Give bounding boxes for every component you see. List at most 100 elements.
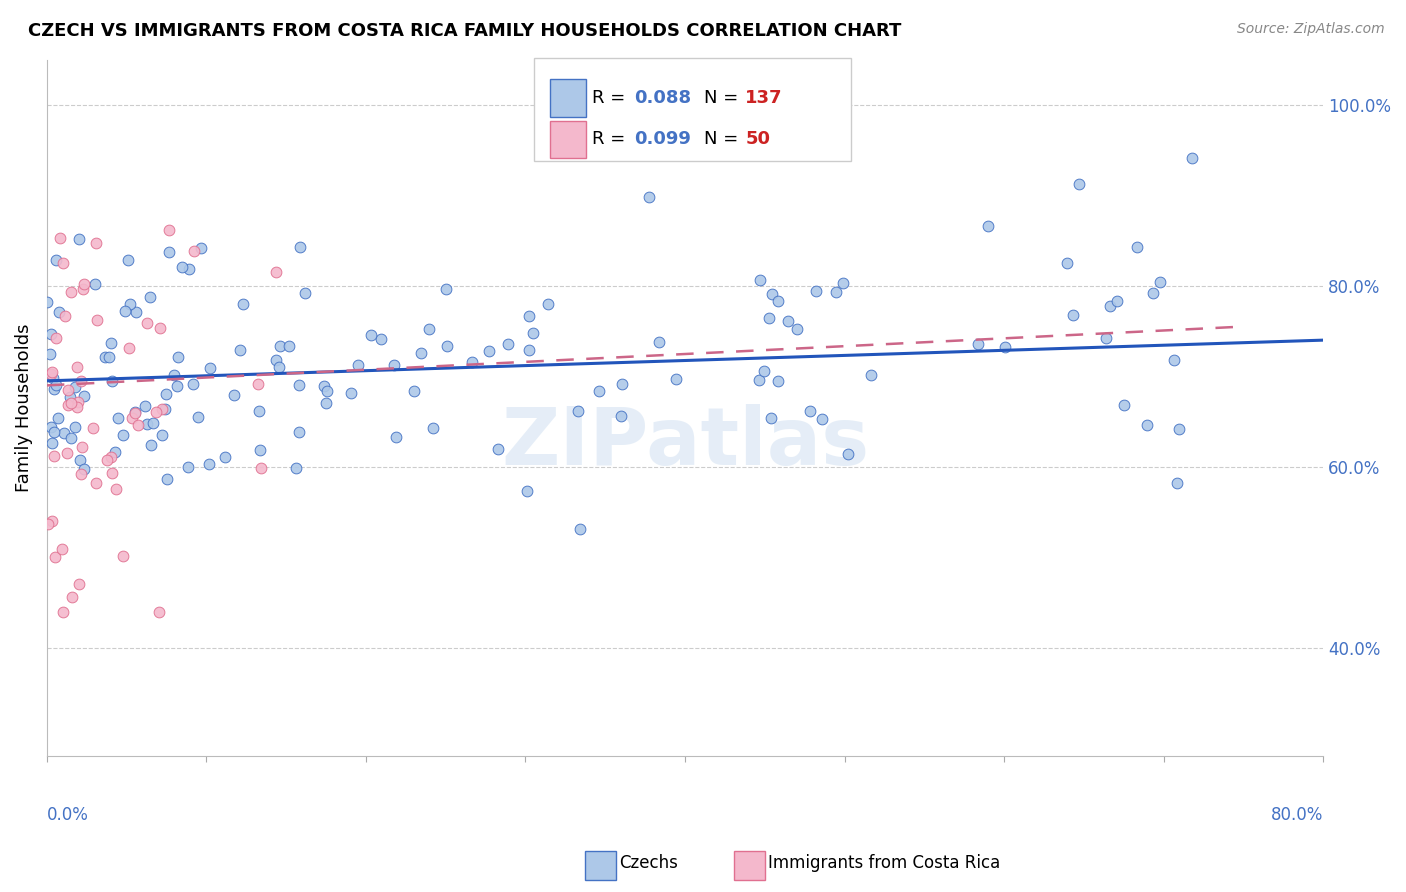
Point [39, 419, 62, 434]
Point [114, 304, 136, 318]
Point [187, 410, 209, 425]
Point [41, 514, 63, 528]
Point [288, 239, 311, 253]
Point [60, 285, 83, 300]
Point [264, 352, 287, 367]
Point [1062, 308, 1084, 322]
Point [145, 405, 167, 419]
Point [1098, 299, 1121, 313]
Point [45, 253, 67, 268]
Point [249, 442, 271, 457]
Point [69, 452, 91, 467]
Point [229, 343, 252, 358]
Point [105, 483, 128, 497]
Point [418, 322, 440, 336]
Point [150, 401, 173, 416]
Point [149, 321, 172, 335]
Point [172, 260, 194, 274]
Point [315, 395, 337, 409]
Point [409, 345, 432, 359]
Point [224, 388, 246, 402]
Point [434, 282, 457, 296]
Text: Immigrants from Costa Rica: Immigrants from Costa Rica [768, 855, 1000, 872]
Point [799, 403, 821, 417]
Point [70, 441, 93, 455]
Point [155, 387, 177, 401]
Point [157, 244, 180, 259]
Point [759, 410, 782, 425]
Point [157, 223, 180, 237]
Point [44, 550, 66, 565]
Point [567, 404, 589, 418]
Point [347, 358, 370, 372]
Point [754, 364, 776, 378]
Point [73, 461, 96, 475]
Point [748, 272, 770, 286]
Point [66, 401, 89, 415]
Point [107, 411, 129, 425]
Point [831, 276, 853, 290]
Point [247, 404, 270, 418]
Point [42, 425, 65, 439]
Point [250, 461, 273, 475]
Point [1095, 331, 1118, 345]
Point [139, 290, 162, 304]
Point [104, 445, 127, 459]
Point [42, 371, 65, 385]
Point [478, 343, 501, 358]
Point [69, 374, 91, 388]
Point [73, 389, 96, 403]
Point [59, 390, 82, 404]
Point [37, 294, 59, 309]
Point [156, 471, 179, 485]
Text: 0.099: 0.099 [634, 130, 690, 148]
Point [39, 327, 62, 342]
Point [315, 384, 337, 398]
Point [436, 339, 458, 353]
Point [811, 412, 834, 426]
Point [285, 461, 308, 475]
Point [825, 285, 848, 300]
Point [120, 296, 142, 310]
Point [96, 453, 118, 467]
Point [758, 310, 780, 325]
Point [38, 347, 60, 361]
Point [94, 350, 117, 364]
Point [101, 466, 124, 480]
Point [1168, 422, 1191, 436]
Point [112, 549, 135, 563]
Point [748, 373, 770, 387]
Point [1107, 293, 1129, 308]
Point [124, 406, 146, 420]
Point [73, 277, 96, 291]
Text: N =: N = [704, 89, 744, 107]
Point [776, 314, 799, 328]
Point [837, 447, 859, 461]
Point [232, 297, 254, 311]
Point [56, 446, 79, 460]
Point [52, 605, 75, 619]
Point [1166, 476, 1188, 491]
Point [139, 437, 162, 451]
Point [522, 326, 544, 340]
Point [1056, 256, 1078, 270]
Point [766, 294, 789, 309]
Text: Czechs: Czechs [619, 855, 678, 872]
Point [148, 605, 170, 619]
Point [41, 436, 63, 450]
Point [111, 427, 134, 442]
Text: R =: R = [592, 130, 631, 148]
Point [183, 244, 205, 258]
Point [67, 577, 90, 591]
Point [665, 372, 688, 386]
Point [461, 354, 484, 368]
Point [63, 420, 86, 434]
Point [163, 368, 186, 382]
Text: 0.088: 0.088 [634, 89, 692, 107]
Point [66, 359, 89, 374]
Point [977, 219, 1000, 233]
Text: 50: 50 [745, 130, 770, 148]
Point [517, 343, 540, 357]
Point [41, 365, 63, 379]
Point [496, 337, 519, 351]
